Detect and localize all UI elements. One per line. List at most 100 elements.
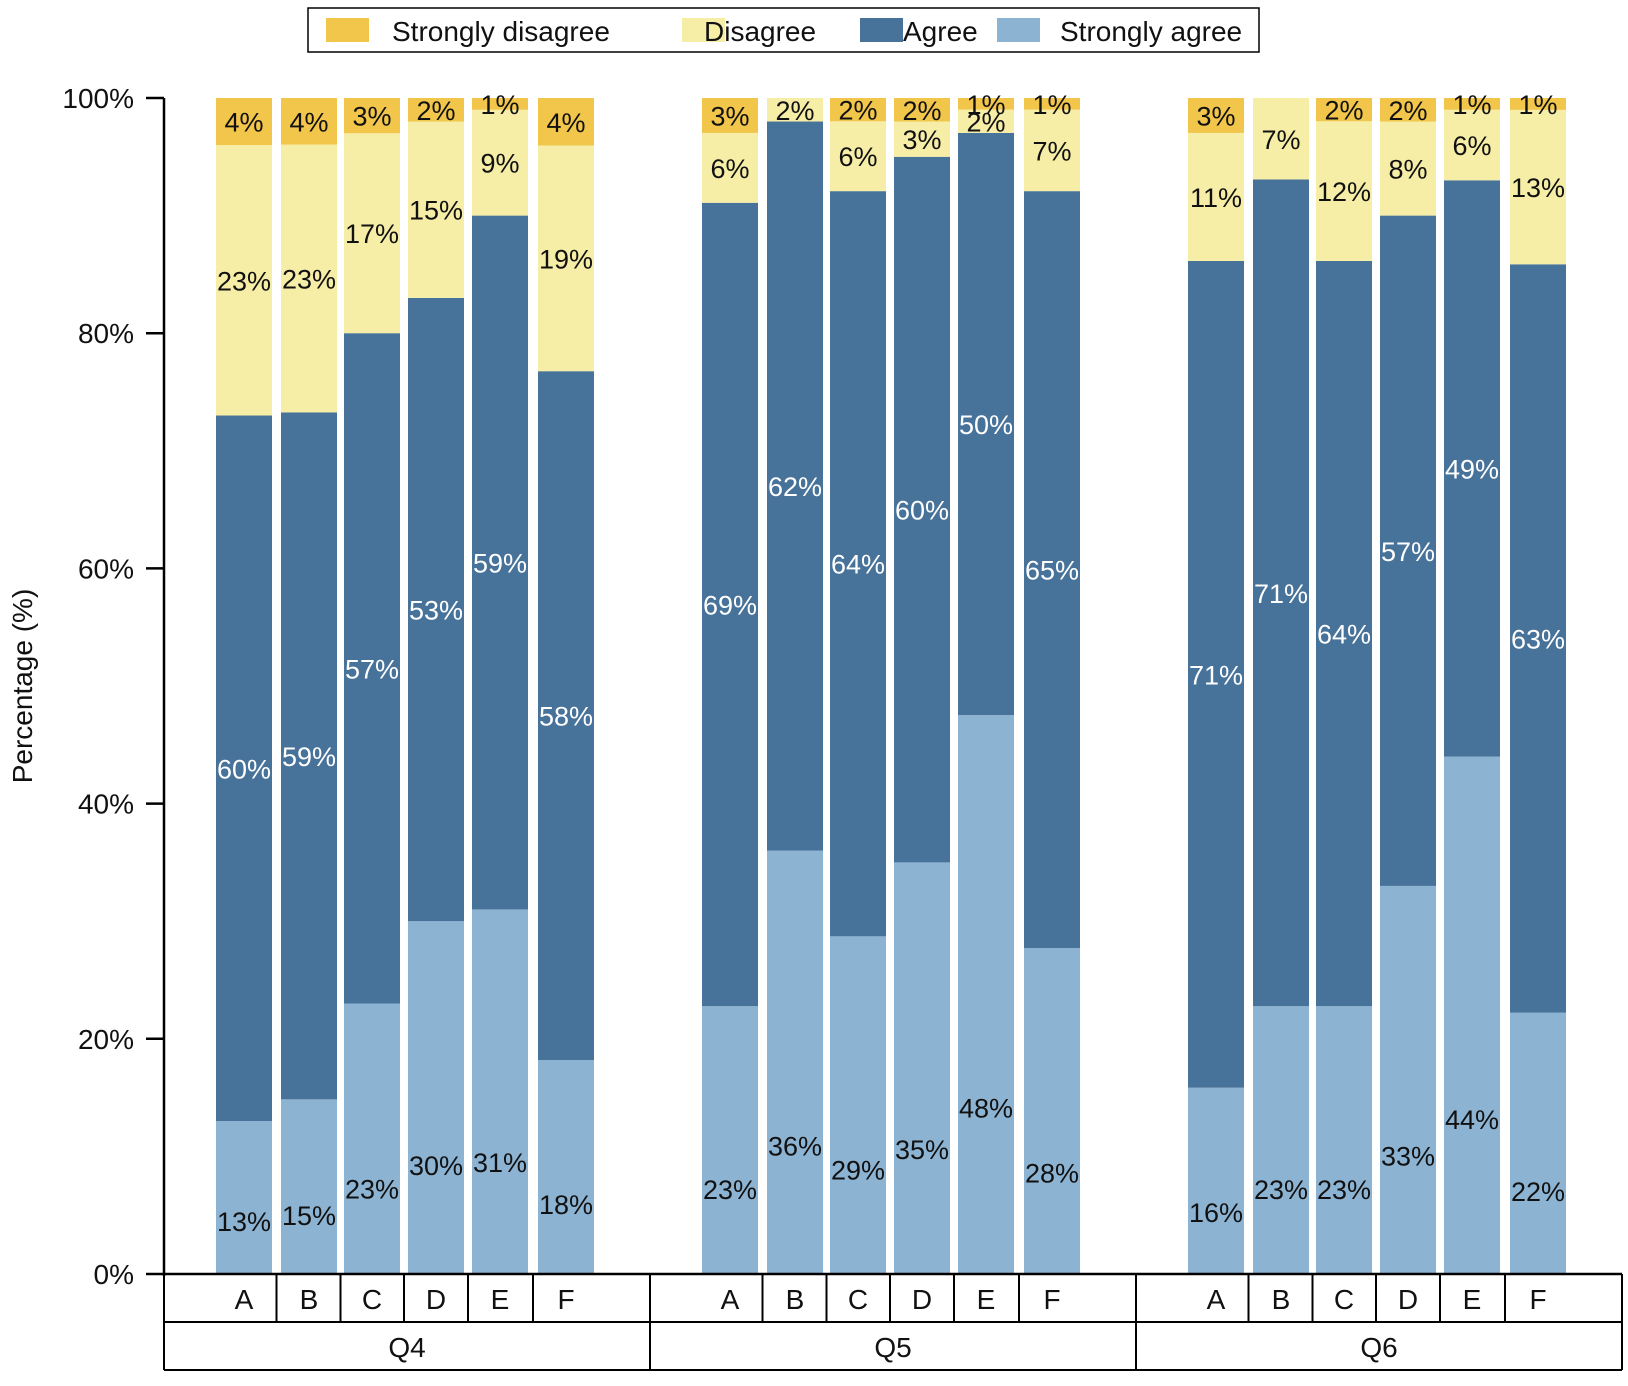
bar-value-label: 6% [710,154,749,184]
bar-segment-strongly-agree [216,1121,272,1274]
bar-segment-disagree [1024,109,1080,192]
bar-value-label: 69% [703,590,757,620]
x-category-label: D [1398,1284,1418,1315]
bar-segment-strongly-disagree [408,98,464,122]
bar-value-label: 48% [959,1094,1013,1124]
bar-value-label: 1% [1452,90,1491,120]
bar-segment-strongly-disagree [538,98,594,146]
bar-segment-strongly-agree [1253,1006,1309,1274]
bar-segment-strongly-agree [1510,1012,1566,1274]
bar-value-label: 3% [352,102,391,132]
y-tick-label: 100% [62,83,134,114]
bar-segment-strongly-agree [702,1006,758,1274]
bar-value-label: 7% [1261,125,1300,155]
bar-segment-agree [408,297,464,922]
bar-segment-disagree [1253,98,1309,180]
bar-segment-strongly-agree [538,1060,594,1274]
bar-segment-disagree [216,145,272,416]
bar-value-label: 57% [1381,537,1435,567]
bar-segment-agree [958,132,1014,716]
y-axis-title: Percentage (%) [7,589,38,784]
bar-value-label: 12% [1317,177,1371,207]
bar-segment-agree [1380,215,1436,886]
bar-segment-strongly-disagree [472,98,528,110]
bar-value-label: 2% [1388,96,1427,126]
bar-segment-strongly-agree [1024,947,1080,1274]
bar-segment-strongly-agree [830,936,886,1274]
bar-segment-agree [1024,191,1080,948]
bar-value-label: 31% [473,1148,527,1178]
bar-segment-strongly-disagree [1188,98,1244,133]
bar-value-label: 29% [831,1155,885,1185]
bar-segment-strongly-disagree [1316,98,1372,122]
bar-value-label: 58% [539,702,593,732]
x-group-label: Q6 [1360,1332,1397,1363]
bar-segment-disagree [408,121,464,298]
bar-value-label: 4% [224,108,263,138]
bar-value-label: 60% [895,496,949,526]
bar-value-label: 1% [966,90,1005,120]
bar-segment-strongly-agree [344,1003,400,1274]
x-category-label: A [235,1284,254,1315]
bar-segment-agree [472,215,528,910]
bar-segment-strongly-disagree [281,98,337,145]
bar-value-label: 23% [282,264,336,294]
bar-segment-agree [1510,264,1566,1013]
bar-value-label: 3% [710,101,749,131]
bar-segment-disagree [344,133,400,334]
bar-segment-disagree [1510,109,1566,265]
legend-box [307,7,1260,53]
bar-value-label: 9% [480,149,519,179]
legend-label: Strongly disagree [392,16,610,47]
legend-label: Disagree [704,16,816,47]
bar-segment-agree [767,121,823,851]
x-category-label: F [557,1284,574,1315]
bar-value-label: 23% [217,266,271,296]
bar-value-label: 4% [289,107,328,137]
bar-value-label: 6% [1452,131,1491,161]
y-tick-label: 20% [78,1024,134,1055]
bar-value-label: 7% [1032,136,1071,166]
bar-segment-strongly-agree [281,1099,337,1274]
bar-segment-strongly-disagree [702,98,758,133]
bar-segment-strongly-agree [1316,1006,1372,1274]
bar-value-label: 15% [282,1201,336,1231]
bar-segment-agree [894,156,950,863]
bar-value-label: 30% [409,1151,463,1181]
bar-value-label: 18% [539,1190,593,1220]
bar-segment-agree [1188,261,1244,1088]
bar-value-label: 4% [546,108,585,138]
bar-segment-agree [1316,261,1372,1007]
bar-value-label: 13% [217,1207,271,1237]
bar-value-label: 15% [409,196,463,226]
bar-value-label: 19% [539,244,593,274]
legend-swatch [860,18,903,42]
bar-value-label: 1% [480,90,519,120]
x-category-label: C [848,1284,868,1315]
bar-segment-strongly-disagree [1380,98,1436,122]
x-category-label: A [721,1284,740,1315]
x-category-label: E [1463,1284,1482,1315]
bar-segment-disagree [281,144,337,413]
bar-segment-disagree [1380,121,1436,216]
legend-label: Strongly agree [1060,16,1242,47]
bar-segment-agree [702,202,758,1007]
bar-value-label: 17% [345,219,399,249]
bar-segment-strongly-agree [472,909,528,1274]
bar-segment-agree [281,412,337,1100]
bar-segment-strongly-disagree [958,98,1014,110]
bar-value-label: 11% [1190,183,1242,213]
bar-value-label: 64% [831,550,885,580]
bar-segment-strongly-disagree [894,98,950,122]
bar-segment-strongly-agree [408,921,464,1274]
bar-segment-disagree [767,98,823,122]
bar-segment-agree [538,371,594,1061]
bar-segment-disagree [472,109,528,216]
legend-swatch [682,18,725,42]
bar-segment-strongly-disagree [1510,98,1566,110]
bar-segment-agree [1444,180,1500,757]
bar-value-label: 57% [345,654,399,684]
bar-value-label: 23% [1317,1175,1371,1205]
